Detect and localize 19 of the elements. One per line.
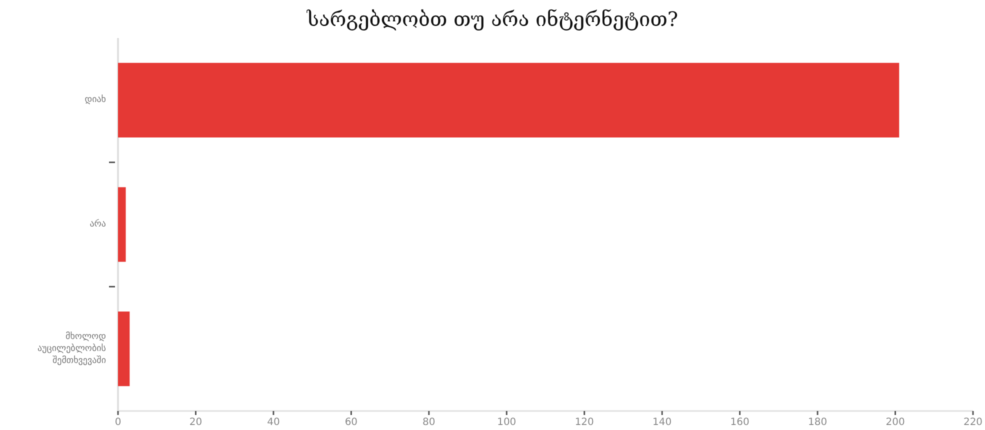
x-tick-label: 160 [730, 417, 750, 428]
x-tick-label: 40 [267, 417, 280, 428]
x-tick-label: 20 [189, 417, 202, 428]
y-tick-label: დიახ [84, 94, 106, 106]
bar [118, 62, 900, 138]
x-tick-label: 220 [963, 417, 983, 428]
y-tick-label: არა [90, 218, 106, 230]
x-tick-label: 80 [422, 417, 436, 428]
x-tick-label: 0 [114, 417, 122, 428]
x-tick-label: 60 [344, 417, 358, 428]
x-tick-label: 100 [497, 417, 516, 428]
x-tick-label: 140 [652, 417, 672, 428]
chart-title: სარგებლობთ თუ არა ინტერნეტით? [306, 7, 678, 31]
bar [118, 312, 130, 386]
bar [118, 187, 126, 262]
x-tick-label: 200 [886, 417, 905, 428]
x-tick-label: 180 [808, 417, 828, 428]
y-tick-label: მხოლოდ აუცილებლობის შემთხვევაში [37, 331, 106, 366]
x-tick-label: 120 [574, 417, 594, 428]
